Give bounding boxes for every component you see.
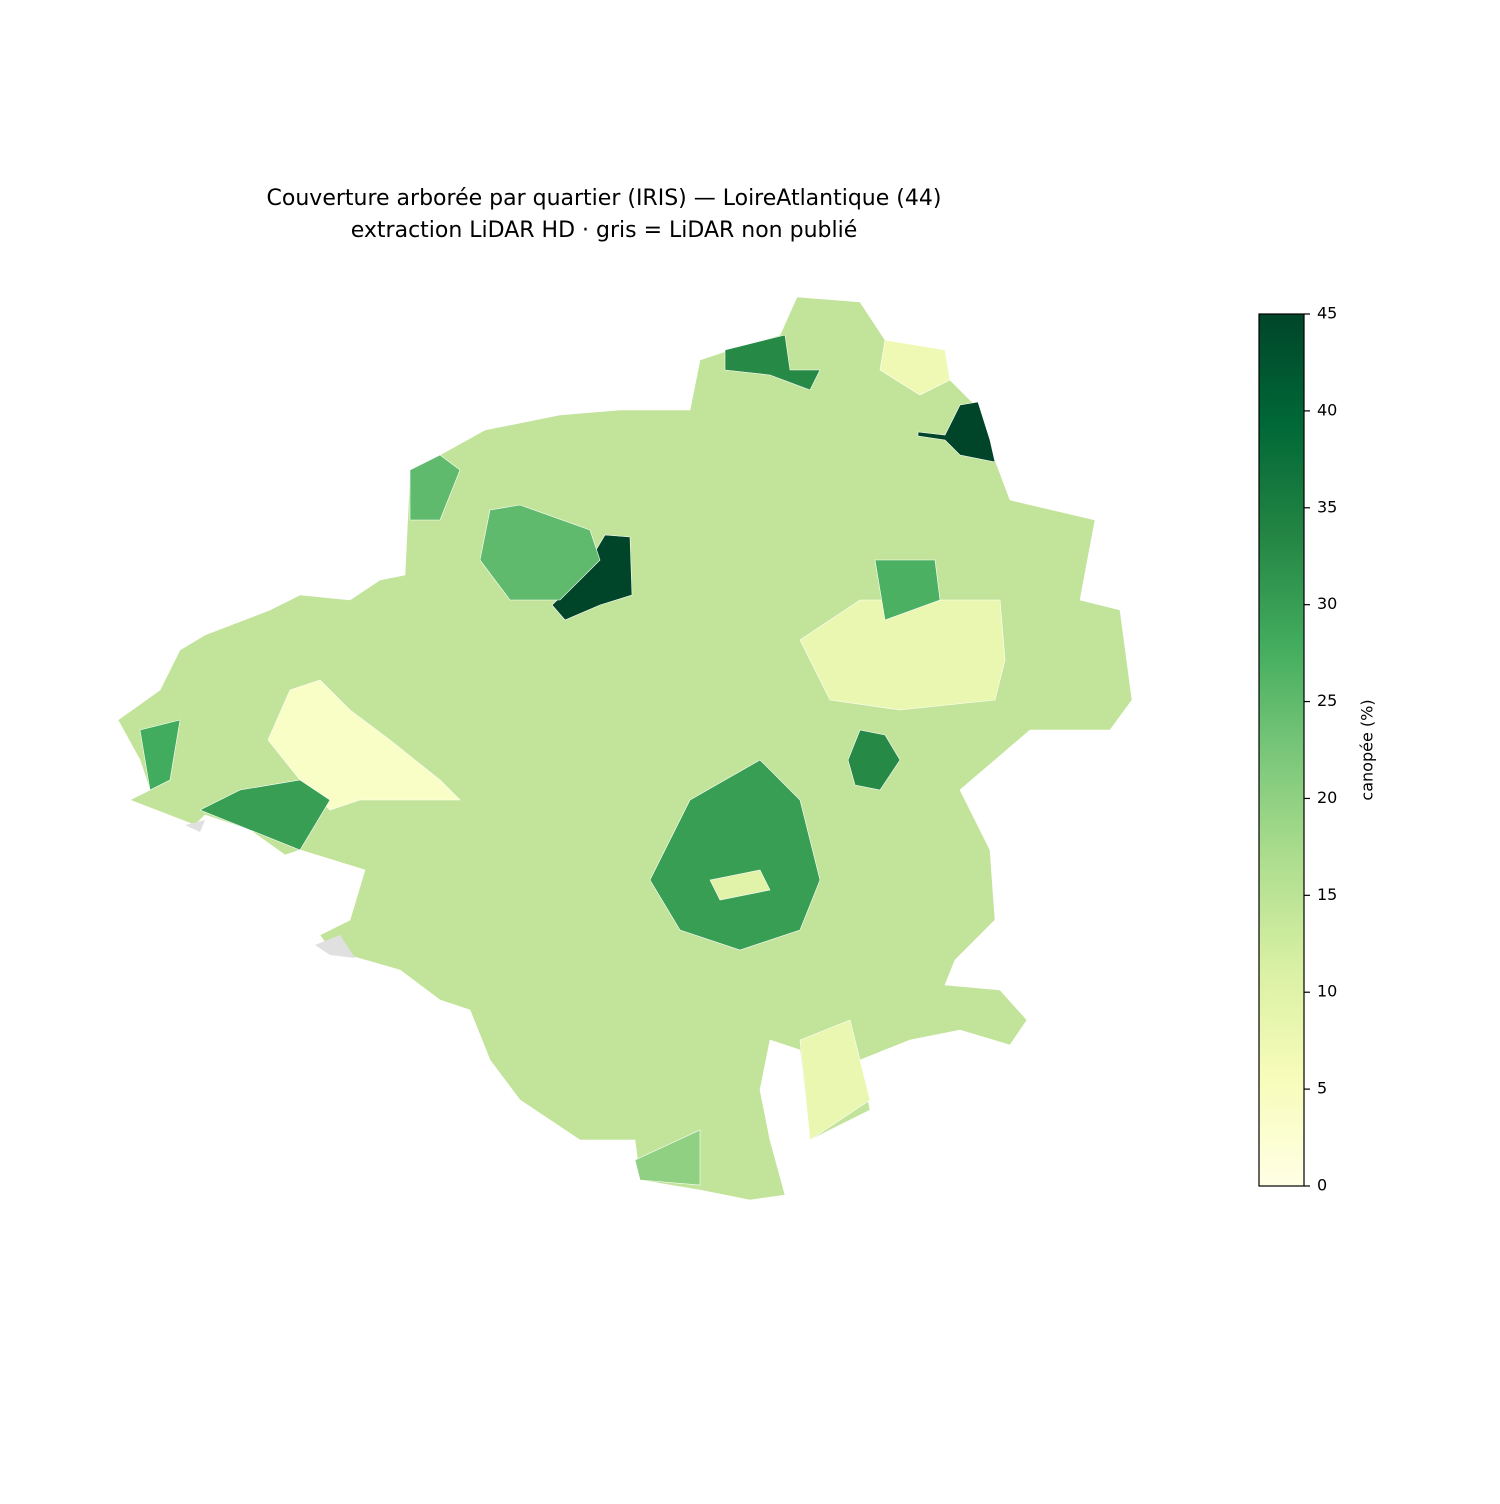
chart-title: Couverture arborée par quartier (IRIS) —… (267, 186, 942, 211)
colorbar-tick-label: 15 (1317, 885, 1337, 904)
regions (139, 334, 1006, 1186)
region (709, 869, 771, 901)
chart-subtitle: extraction LiDAR HD · gris = LiDAR non p… (351, 218, 858, 243)
colorbar-tick-label: 25 (1317, 691, 1337, 710)
colorbar-tick-label: 40 (1317, 400, 1337, 419)
region (409, 454, 461, 521)
missing-area (185, 820, 205, 832)
colorbar-tick-label: 35 (1317, 497, 1337, 516)
colorbar-tick-label: 5 (1317, 1079, 1327, 1098)
region (724, 334, 821, 391)
colorbar-tick-label: 0 (1317, 1176, 1327, 1195)
region (799, 1019, 871, 1141)
region (139, 719, 181, 791)
region (479, 504, 601, 601)
department-outline (117, 296, 1133, 1201)
region (649, 759, 821, 951)
region (879, 339, 951, 396)
colorbar-tick-label: 30 (1317, 594, 1337, 613)
colorbar-tick-label: 10 (1317, 982, 1337, 1001)
colorbar-tick-label: 20 (1317, 788, 1337, 807)
colorbar-tick-label: 45 (1317, 304, 1337, 323)
missing-area (315, 935, 355, 958)
region (634, 1129, 701, 1186)
region (874, 559, 941, 621)
colorbar-label: canopée (%) (1358, 699, 1377, 800)
colorbar (1258, 313, 1305, 1187)
region (199, 779, 331, 851)
region (847, 729, 901, 791)
region (917, 401, 996, 463)
